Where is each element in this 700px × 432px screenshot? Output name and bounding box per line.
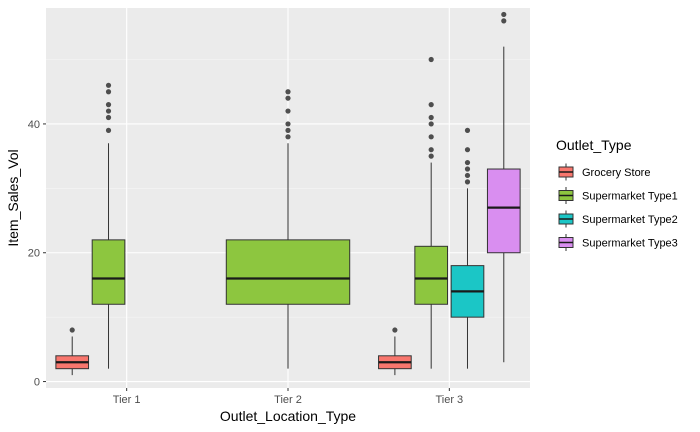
outlier-point [464,179,471,185]
outlier-point [285,127,291,133]
legend-entry-supermarket-type2: Supermarket Type2 [558,210,678,228]
legend-label: Grocery Store [582,167,650,179]
box-tier-3-supermarket-type3 [486,11,521,363]
x-axis-title: Outlet_Location_Type [220,408,356,424]
outlier-point [69,327,75,333]
box-marks [55,11,521,376]
outlier-point [105,114,112,121]
outlier-point [464,172,471,179]
outlier-point [428,147,434,153]
outlier-point [428,134,434,140]
y-tick-label: 0 [34,377,40,389]
box-tier-3-supermarket-type2 [450,127,485,369]
box-tier-1-supermarket-type1 [91,82,126,369]
box-tier-2-supermarket-type1 [225,89,351,369]
legend-label: Supermarket Type1 [582,191,678,203]
outlier-point [285,108,291,114]
x-tick-label: Tier 3 [435,394,463,406]
outlier-point [428,56,434,63]
box-tier-3-supermarket-type1 [414,56,449,369]
outlier-point [105,108,112,114]
legend-title: Outlet_Type [556,137,632,153]
legend-label: Supermarket Type3 [582,238,678,250]
outlier-point [285,89,291,95]
legend-entry-grocery-store: Grocery Store [558,163,650,181]
outlier-point [464,166,471,172]
legend: Outlet_Type Grocery Store Supermarket Typ… [556,137,678,251]
outlier-point [428,153,434,159]
outlier-point [285,134,291,140]
box-iqr [225,239,351,305]
y-tick-label: 40 [28,119,40,131]
outlier-point [428,121,434,127]
y-tick-label: 20 [28,248,40,260]
y-axis-title: Item_Sales_Vol [5,149,21,246]
x-tick-label: Tier 2 [274,394,302,406]
outlier-point [285,95,291,101]
outlier-point [464,127,471,133]
outlier-point [105,89,112,95]
legend-entry-supermarket-type1: Supermarket Type1 [558,187,678,204]
outlier-point [428,114,434,121]
outlier-point [501,11,507,18]
axes: 0 20 40 Tier 1 Tier 2 Tier 3 [28,119,463,406]
outlier-point [105,82,112,88]
outlier-point [428,102,434,108]
x-tick-label: Tier 1 [113,394,141,406]
box-iqr [414,245,449,305]
outlier-point [105,127,112,133]
outlier-point [464,159,471,166]
box-iqr [91,239,126,305]
outlier-point [105,102,112,108]
legend-label: Supermarket Type2 [582,214,678,226]
outlier-point [392,327,398,333]
outlier-point [285,121,291,127]
box-tier-1-grocery-store [55,327,90,376]
outlier-point [501,18,507,24]
outlier-point [464,147,471,153]
box-tier-3-grocery-store [378,327,412,376]
legend-entry-supermarket-type3: Supermarket Type3 [558,234,678,251]
box-iqr [486,168,521,254]
